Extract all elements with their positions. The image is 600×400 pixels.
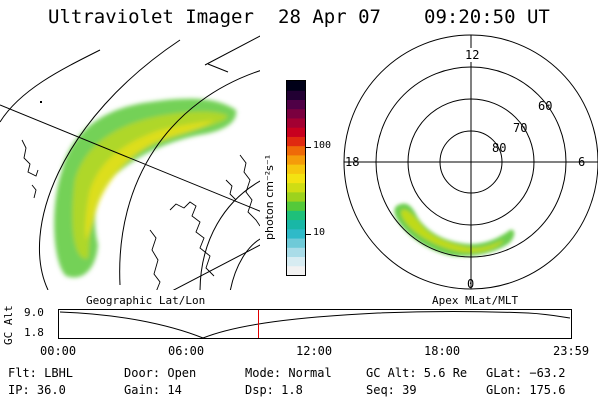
altitude-plot-frame [58, 309, 572, 339]
mlt-label-dawn: 6 [578, 155, 586, 169]
colorbar-band [287, 191, 305, 202]
colorbar-band [287, 127, 305, 137]
colorbar-unit-label: photon cm⁻²s⁻¹ [263, 154, 276, 240]
gain-status: Gain: 14 [124, 383, 182, 397]
aurora-oval-polar [394, 203, 515, 257]
magnetic-panel-label: Apex MLat/MLT [432, 294, 519, 307]
mlat-label-60: 60 [538, 99, 553, 113]
coastline [21, 101, 260, 290]
colorbar-band [287, 247, 305, 258]
time-tick-1200: 12:00 [296, 344, 333, 358]
glat-status: GLat: −63.2 [486, 366, 566, 380]
colorbar-tick-label-low: 10 [313, 227, 326, 238]
altitude-plot [58, 309, 572, 339]
time-tick-0600: 06:00 [168, 344, 205, 358]
colorbar-band [287, 136, 305, 147]
colorbar-band [287, 228, 305, 239]
mlt-label-noon: 12 [464, 48, 481, 62]
colorbar-band [287, 265, 305, 275]
time-tick-0000: 00:00 [40, 344, 77, 358]
colorbar-band [287, 117, 305, 128]
colorbar-band [287, 238, 305, 248]
colorbar-band [287, 210, 305, 221]
time-tick-1800: 18:00 [424, 344, 461, 358]
colorbar-band [287, 154, 305, 165]
mlt-label-midnight: 0 [467, 277, 475, 291]
gc-alt-status: GC Alt: 5.6 Re [366, 366, 468, 380]
colorbar-band [287, 201, 305, 211]
instrument-title: Ultraviolet Imager [48, 6, 254, 28]
door-status: Door: Open [124, 366, 197, 380]
geographic-map [0, 35, 260, 290]
colorbar [286, 80, 306, 276]
glon-status: GLon: 175.6 [486, 383, 566, 397]
time-label: 09:20:50 UT [424, 6, 550, 28]
mlat-label-70: 70 [513, 121, 528, 135]
colorbar-gradient [287, 81, 305, 275]
colorbar-band [287, 182, 305, 193]
colorbar-band [287, 256, 305, 267]
colorbar-band [287, 108, 305, 119]
colorbar-band [287, 219, 305, 230]
colorbar-tick-label-high: 100 [313, 140, 332, 151]
mlat-rings [343, 34, 598, 290]
polar-plot [343, 34, 598, 290]
filter-status: Flt: LBHL [8, 366, 74, 380]
altitude-ylabel: GC Alt [2, 305, 15, 345]
mlat-label-80: 80 [492, 141, 507, 155]
colorbar-band [287, 173, 305, 184]
colorbar-band [287, 81, 305, 91]
altitude-curve [59, 311, 571, 339]
seq-status: Seq: 39 [366, 383, 417, 397]
geographic-panel-label: Geographic Lat/Lon [86, 294, 206, 307]
date-label: 28 Apr 07 [278, 6, 381, 28]
time-tick-2359: 23:59 [553, 344, 590, 358]
mode-status: Mode: Normal [245, 366, 332, 380]
colorbar-band [287, 164, 305, 174]
lat-lon-grid [0, 35, 260, 290]
colorbar-band [287, 145, 305, 156]
colorbar-tick-100 [306, 147, 311, 148]
ip-status: IP: 36.0 [8, 383, 66, 397]
aurora-oval [54, 98, 237, 278]
alt-tick-min: 1.8 [24, 326, 44, 339]
colorbar-band [287, 90, 305, 100]
colorbar-tick-10 [306, 234, 311, 235]
dsp-status: Dsp: 1.8 [245, 383, 303, 397]
mlt-label-dusk: 18 [345, 155, 360, 169]
alt-tick-max: 9.0 [24, 306, 44, 319]
colorbar-band [287, 99, 305, 110]
